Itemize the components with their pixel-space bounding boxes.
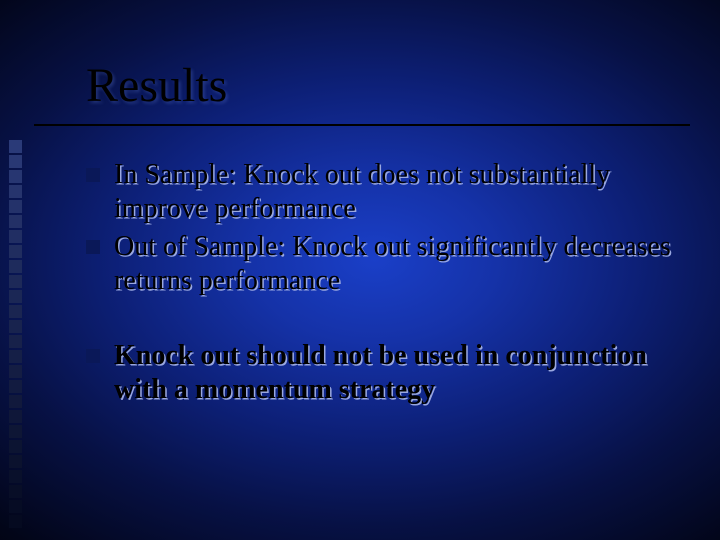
side-square xyxy=(9,410,22,423)
side-square xyxy=(9,485,22,498)
side-square xyxy=(9,500,22,513)
side-square xyxy=(9,140,22,153)
side-square xyxy=(9,455,22,468)
bullet-text: Knock out should not be used in conjunct… xyxy=(114,339,686,407)
slide-title: Results xyxy=(86,58,227,113)
side-square xyxy=(9,260,22,273)
side-square xyxy=(9,470,22,483)
side-square xyxy=(9,395,22,408)
bullet-text: Out of Sample: Knock out significantly d… xyxy=(114,230,686,298)
bullet-square-icon xyxy=(86,240,100,254)
side-square xyxy=(9,215,22,228)
side-square xyxy=(9,200,22,213)
side-square xyxy=(9,185,22,198)
side-square xyxy=(9,350,22,363)
bullet-text: In Sample: Knock out does not substantia… xyxy=(114,158,686,226)
side-square xyxy=(9,380,22,393)
bullet-square-icon xyxy=(86,168,100,182)
side-square xyxy=(9,230,22,243)
side-square xyxy=(9,305,22,318)
side-square xyxy=(9,245,22,258)
side-square xyxy=(9,290,22,303)
side-decoration xyxy=(9,140,22,530)
side-square xyxy=(9,425,22,438)
bullet-item: In Sample: Knock out does not substantia… xyxy=(86,158,686,226)
side-square xyxy=(9,335,22,348)
side-square xyxy=(9,440,22,453)
bullet-item: Out of Sample: Knock out significantly d… xyxy=(86,230,686,298)
side-square xyxy=(9,365,22,378)
side-square xyxy=(9,155,22,168)
side-square xyxy=(9,320,22,333)
slide-body: In Sample: Knock out does not substantia… xyxy=(86,158,686,411)
title-underline xyxy=(34,124,690,126)
bullet-square-icon xyxy=(86,349,100,363)
side-square xyxy=(9,515,22,528)
bullet-item: Knock out should not be used in conjunct… xyxy=(86,339,686,407)
side-square xyxy=(9,275,22,288)
side-square xyxy=(9,170,22,183)
